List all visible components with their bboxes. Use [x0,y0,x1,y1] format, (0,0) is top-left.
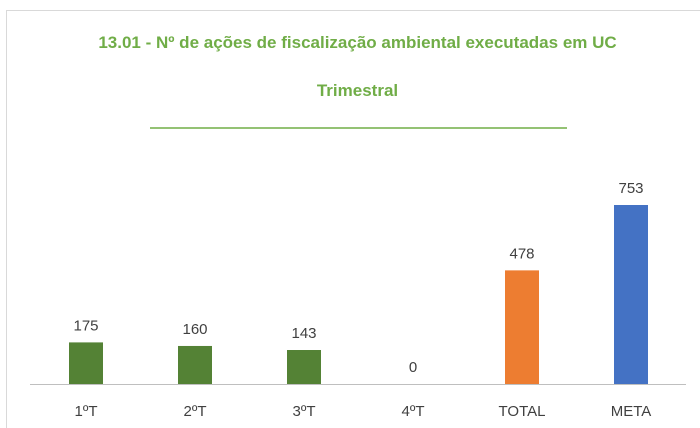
x-tick-label: 1ºT [75,403,98,420]
x-tick-label: 4ºT [402,403,425,420]
bar [287,350,321,384]
chart-frame [6,10,700,428]
value-label: 160 [182,321,207,338]
x-tick-label: 3ºT [293,403,316,420]
bar [614,205,648,384]
value-label: 478 [509,245,534,262]
value-label: 175 [73,317,98,334]
value-label: 143 [291,325,316,342]
bar [69,342,103,384]
value-label: 0 [409,359,417,376]
x-tick-label: META [611,403,652,420]
bar [178,345,212,384]
chart-title: 13.01 - Nº de ações de fiscalização ambi… [98,33,617,52]
x-tick-label: TOTAL [499,403,546,420]
chart-subtitle: Trimestral [316,81,399,100]
x-tick-label: 2ºT [184,403,207,420]
bar [505,270,539,384]
value-label: 753 [618,180,643,197]
